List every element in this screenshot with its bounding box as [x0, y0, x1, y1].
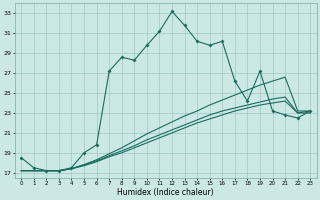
X-axis label: Humidex (Indice chaleur): Humidex (Indice chaleur) [117, 188, 214, 197]
